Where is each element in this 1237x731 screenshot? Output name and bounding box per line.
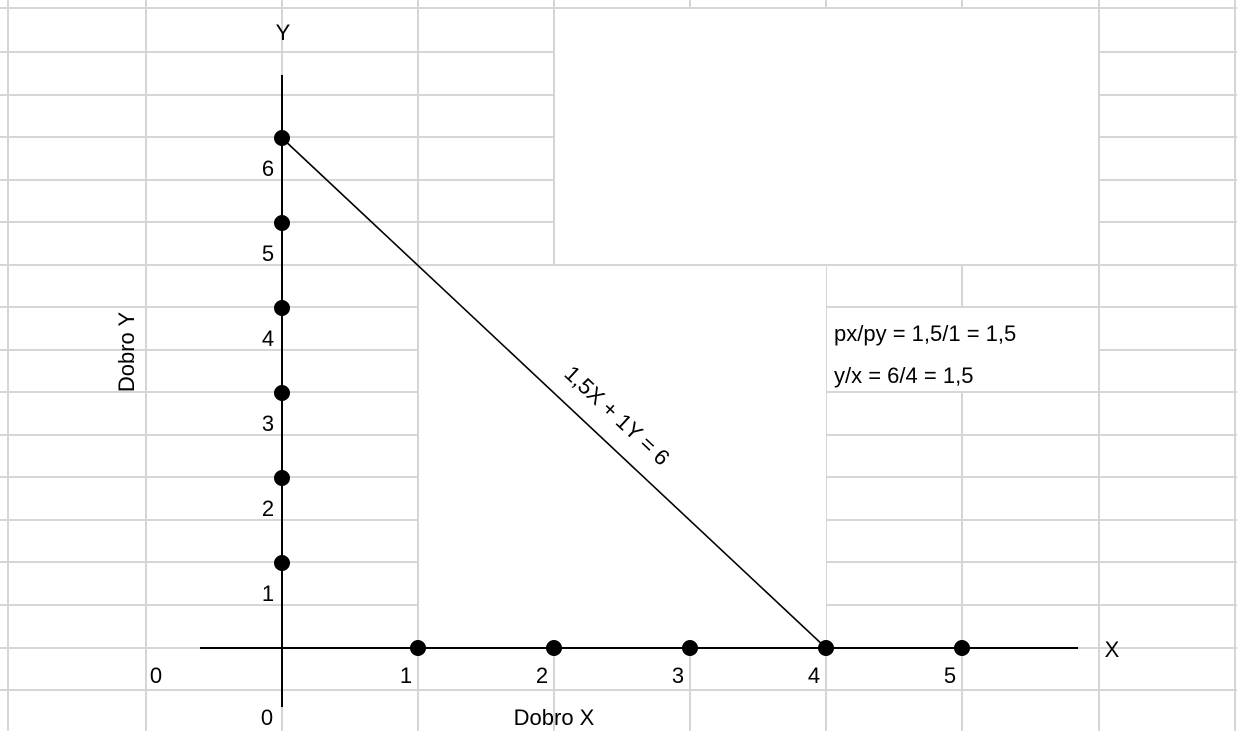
merged-cell-top bbox=[555, 9, 1098, 264]
x-axis-letter: X bbox=[1105, 637, 1120, 662]
x-axis-point bbox=[682, 640, 698, 656]
y-axis-point bbox=[274, 470, 290, 486]
x-axis-point bbox=[410, 640, 426, 656]
y-axis-title: Dobro Y bbox=[114, 312, 139, 393]
y-axis-point bbox=[274, 385, 290, 401]
origin-label-left: 0 bbox=[150, 663, 162, 688]
x-tick-label: 5 bbox=[944, 663, 956, 688]
x-tick-label: 1 bbox=[400, 663, 412, 688]
y-axis-point bbox=[274, 555, 290, 571]
x-tick-label: 3 bbox=[672, 663, 684, 688]
x-axis-title: Dobro X bbox=[514, 705, 595, 730]
annotation-quantity-ratio: y/x = 6/4 = 1,5 bbox=[834, 363, 973, 388]
y-tick-label: 1 bbox=[262, 581, 274, 606]
y-axis-letter: Y bbox=[276, 20, 291, 45]
y-tick-label: 4 bbox=[262, 326, 274, 351]
y-axis-point bbox=[274, 130, 290, 146]
x-tick-label: 4 bbox=[808, 663, 820, 688]
y-tick-label: 5 bbox=[262, 241, 274, 266]
x-axis-point bbox=[546, 640, 562, 656]
y-tick-label: 2 bbox=[262, 496, 274, 521]
x-axis-point bbox=[954, 640, 970, 656]
y-axis-point bbox=[274, 215, 290, 231]
budget-line-group bbox=[281, 137, 827, 649]
x-axis-point bbox=[818, 640, 834, 656]
y-tick-label: 3 bbox=[262, 411, 274, 436]
y-tick-label: 6 bbox=[262, 156, 274, 181]
data-points bbox=[274, 130, 970, 656]
annotation-price-ratio: px/py = 1,5/1 = 1,5 bbox=[834, 321, 1016, 346]
x-tick-label: 2 bbox=[536, 663, 548, 688]
tick-labels: 1 2 3 4 5 1 2 3 4 5 6 bbox=[262, 156, 956, 688]
budget-line bbox=[281, 137, 827, 649]
annotation-cell bbox=[827, 308, 1098, 391]
origin-label-bottom: 0 bbox=[261, 705, 273, 730]
y-axis-point bbox=[274, 300, 290, 316]
